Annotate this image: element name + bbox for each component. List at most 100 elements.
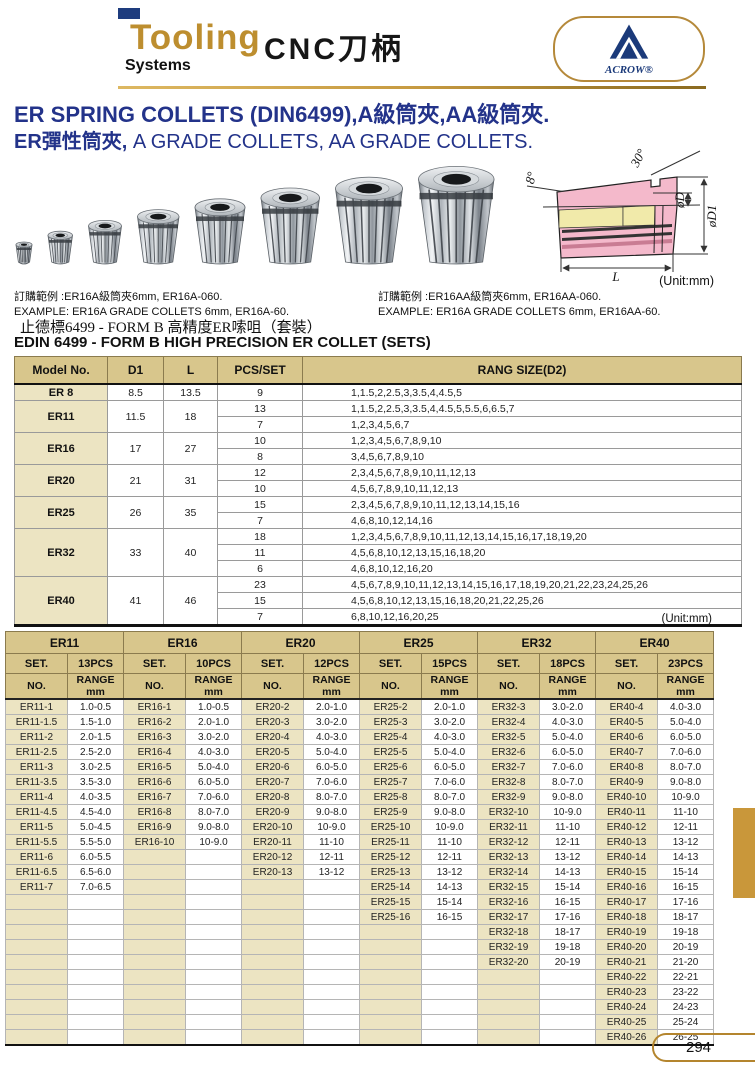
collet-photo-shape	[232, 214, 239, 263]
sets-table-row: ER40 41 46 23 4,5,6,7,8,9,10,11,12,13,14,15,…	[14, 576, 742, 626]
collet-no-cell	[123, 849, 187, 865]
product-title-line2-en: A GRADE COLLETS, AA GRADE COLLETS.	[127, 131, 534, 153]
pcs-cell: 7	[217, 608, 303, 626]
collet-no-cell: ER40-10	[595, 789, 659, 805]
collet-photo-shape	[98, 223, 112, 229]
collet-photo-shape	[210, 203, 230, 211]
collet-range-cell: 12-11	[303, 849, 361, 865]
range-cell: 4,5,6,7,8,9,10,11,12,13	[302, 480, 742, 497]
collet-photo-shape	[53, 238, 57, 263]
collet-range-cell: 5.5-5.0	[66, 834, 125, 850]
set-header: SET.	[123, 653, 187, 674]
unit-note-2: (Unit:mm)	[661, 613, 712, 625]
collet-range-cell: 12-11	[421, 849, 479, 865]
collet-photo-shape	[385, 197, 394, 263]
collet-range-cell: 6.0-5.0	[185, 774, 243, 790]
brand-title: Tooling	[130, 18, 261, 57]
collet-photo-shape	[228, 214, 233, 263]
collet-range-cell	[303, 909, 361, 925]
d1-cell: 17	[107, 432, 164, 465]
section-title-zh: 止德標6499 - FORM B 高精度ER嗦咀（套裝）	[20, 320, 322, 336]
collet-no-cell	[241, 969, 305, 985]
collet-no-cell: ER25-4	[359, 729, 423, 745]
collet-photo-shape	[150, 213, 167, 220]
collet-photo-shape	[168, 222, 174, 263]
collet-range-cell: 12-11	[539, 834, 597, 850]
collet-no-cell: ER20-8	[241, 789, 305, 805]
d1-cell: 11.5	[107, 400, 164, 433]
collet-range-cell: 5.0-4.0	[657, 714, 715, 730]
collet-range-cell	[66, 969, 125, 985]
pcs-cell: 8	[217, 448, 303, 465]
collet-photo-shape	[282, 205, 286, 263]
collet-no-cell: ER40-16	[595, 879, 659, 895]
collet-no-cell	[123, 894, 187, 910]
collet-range-cell	[66, 1029, 125, 1046]
page-title: CNC刀柄	[264, 33, 404, 66]
no-header: NO.	[5, 673, 68, 700]
unit-note: (Unit:mm)	[659, 274, 714, 288]
collet-range-cell	[303, 984, 361, 1000]
collet-no-cell: ER20-6	[241, 759, 305, 775]
collet-photo-shape	[55, 233, 66, 238]
collet-no-cell: ER16-3	[123, 729, 187, 745]
collet-no-cell	[5, 894, 68, 910]
collet-photo-shape	[161, 222, 164, 263]
group-name-header: ER25	[359, 631, 479, 654]
detail-table-row: ER32-18 18-17 ER40-19 19-18	[5, 924, 715, 940]
collet-no-cell: ER25-11	[359, 834, 423, 850]
collet-no-cell: ER11-3	[5, 759, 68, 775]
collet-range-cell	[303, 924, 361, 940]
collet-no-cell: ER20-9	[241, 804, 305, 820]
collet-photo-shape	[66, 238, 70, 263]
group-name-header: ER11	[4, 631, 125, 654]
collet-photo-shape	[437, 189, 444, 263]
collet-no-cell: ER32-13	[477, 849, 541, 865]
pcs-cell: 7	[217, 512, 303, 529]
collet-photo-shape	[304, 205, 312, 263]
collet-photo-shape	[17, 246, 21, 263]
collet-range-cell: 24-23	[657, 999, 715, 1015]
collet-photo-shape	[64, 238, 67, 263]
collet-photo-shape	[278, 193, 302, 203]
collet-no-cell	[123, 999, 187, 1015]
sets-table-row: ER11 11.5 18 13 1,1.5,2,2.5,3,3.5,4,4.5,5,5.…	[14, 400, 742, 433]
detail-table-row: ER40-25 25-24	[5, 1014, 715, 1030]
collet-range-cell: 3.5-3.0	[66, 774, 125, 790]
collet-range-cell	[185, 984, 243, 1000]
collet-no-cell: ER11-1	[5, 698, 68, 715]
collet-range-cell: 2.0-1.0	[303, 698, 361, 715]
sets-table-row: ER 8 8.5 13.5 9 1,1.5,2,2.5,3,3.5,4,4.5,5	[14, 383, 742, 401]
collet-range-cell	[303, 879, 361, 895]
collet-range-cell: 2.5-2.0	[66, 744, 125, 760]
sets-table-header-row: Model No. D1 L PCS/SET RANG SIZE(D2)	[14, 356, 742, 385]
collet-range-cell: 20-19	[657, 939, 715, 955]
collet-range-cell: 22-21	[657, 969, 715, 985]
collet-range-cell: 6.0-5.0	[303, 759, 361, 775]
collet-no-cell	[123, 984, 187, 1000]
collet-range-cell	[421, 939, 479, 955]
collet-no-cell: ER40-18	[595, 909, 659, 925]
order-example-left: 訂購範例 :ER16A級筒夾6mm, ER16A-060. EXAMPLE: E…	[14, 290, 289, 320]
collet-photo-shape	[268, 205, 276, 263]
collet-range-cell: 1.5-1.0	[66, 714, 125, 730]
range-cell: 4,5,6,8,10,12,13,15,16,18,20,21,22,25,26	[302, 592, 742, 609]
collet-range-cell: 11-10	[421, 834, 479, 850]
collet-photo-shape	[374, 197, 378, 263]
collet-product-photos	[15, 166, 495, 265]
collet-no-cell	[359, 999, 423, 1015]
collet-range-cell: 7.0-6.0	[539, 759, 597, 775]
detail-table-row: ER32-20 20-19 ER40-21 21-20	[5, 954, 715, 970]
set-header: SET.	[477, 653, 541, 674]
collet-range-cell: 13-12	[657, 834, 715, 850]
collet-photo-shape	[61, 238, 64, 263]
detail-table: ER11 ER16 ER20 ER25 ER32 ER40 SET. 13PCS SET. 10P…	[4, 631, 715, 1046]
collet-no-cell	[5, 969, 68, 985]
collet-photo-shape	[152, 222, 156, 263]
collet-no-cell: ER32-3	[477, 698, 541, 715]
l-cell: 46	[163, 576, 218, 626]
collet-range-cell	[66, 894, 125, 910]
pcs-cell: 9	[217, 383, 303, 401]
set-header: SET.	[5, 653, 68, 674]
collet-range-cell: 14-13	[421, 879, 479, 895]
